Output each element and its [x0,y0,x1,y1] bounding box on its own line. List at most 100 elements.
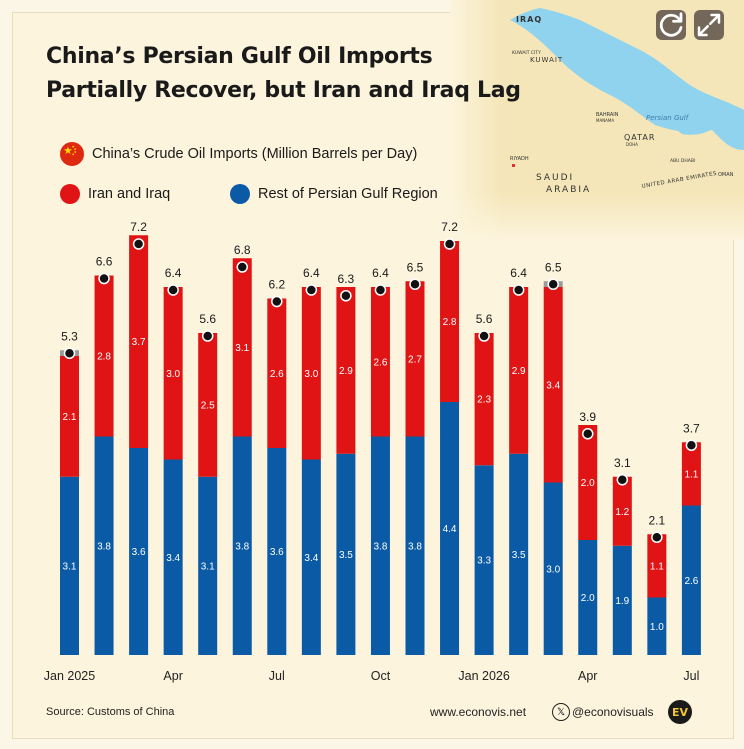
bar-iran-iraq-segment [405,281,425,437]
total-label: 6.2 [268,278,285,292]
x-tick-label: Oct [371,669,391,683]
total-marker [374,284,387,296]
x-tick-label: Jan 2026 [458,669,509,683]
total-marker [409,278,421,290]
iran-iraq-value-label: 3.4 [546,380,560,391]
map-label-doha: DOHA [626,142,638,147]
bar-iran-iraq-segment [681,442,701,506]
expand-icon [697,13,721,37]
bar-rest-segment [301,459,321,655]
refresh-button[interactable] [656,10,686,40]
bar-iran-iraq-segment [612,476,632,546]
bar-rest-segment [647,597,667,655]
website-link[interactable]: www.econovis.net [430,705,527,719]
bar-rest-segment [681,505,701,655]
iran-iraq-value-label: 2.6 [373,357,387,368]
rest-value-label: 3.4 [304,553,318,564]
bar-iran-iraq-segment [578,425,598,540]
x-tick-label: Jan 2025 [44,669,95,683]
iran-iraq-value-label: 2.6 [270,369,284,380]
total-label: 6.5 [407,260,424,274]
bar-rest-segment [94,436,114,655]
rest-value-label: 3.8 [97,541,111,552]
legend-rest: Rest of Persian Gulf Region [230,184,438,204]
bar-iran-iraq-segment [60,356,79,477]
total-label: 7.2 [130,220,147,234]
bar-rest-segment [60,476,79,655]
legend-label-rest: Rest of Persian Gulf Region [258,186,438,202]
rest-value-label: 3.1 [63,561,77,572]
bar-rest-segment [612,545,632,655]
bar-iran-iraq-segment [370,287,390,437]
total-label: 6.4 [303,266,320,280]
iran-iraq-value-label: 2.7 [408,354,422,365]
china-flag-icon [60,142,84,166]
bar-rest-segment [578,540,598,655]
bar-rest-segment [405,436,425,655]
rest-value-label: 3.8 [408,541,422,552]
total-marker [651,531,663,543]
total-label: 6.6 [96,255,113,269]
bar-rest-segment [163,459,183,655]
map-label-arabia: ARABIA [546,185,591,195]
total-marker [98,272,110,285]
chart-title-line1: China’s Persian Gulf Oil Imports [46,44,433,69]
persian-gulf-map: IRAQ KUWAIT KUWAIT CITY BAHRAIN MANAMA Q… [450,0,744,240]
rest-value-label: 3.4 [166,553,180,564]
rest-value-label: 1.0 [650,622,664,633]
social-handle[interactable]: @econovisuals [572,705,654,719]
iran-iraq-value-label: 2.3 [477,395,491,406]
total-marker [547,278,559,290]
iran-iraq-value-label: 3.7 [132,337,146,348]
bar-rest-segment [232,436,252,655]
bar-iran-iraq-segment [267,298,287,448]
bar-rest-segment [198,476,218,655]
bar-iran-iraq-segment [129,235,149,448]
iran-iraq-value-label: 3.0 [166,369,180,380]
total-label: 5.6 [476,312,493,326]
iran-iraq-value-label: 3.0 [304,369,318,380]
total-label: 6.4 [165,266,182,280]
total-marker [167,284,179,296]
total-marker [478,330,490,342]
bar-rest-segment [267,448,287,655]
iran-iraq-value-label: 3.1 [235,343,249,354]
map-label-bahrain: BAHRAIN [596,112,619,118]
total-label: 7.2 [441,220,458,234]
x-logo-icon: 𝕏 [552,703,570,721]
expand-button[interactable] [694,10,724,40]
rest-value-label: 2.6 [684,576,698,587]
rest-value-label: 3.8 [373,541,387,552]
iran-iraq-value-label: 2.5 [201,400,215,411]
total-marker [63,347,76,359]
total-marker [132,238,145,250]
iran-iraq-value-label: 2.0 [581,478,595,489]
total-marker [305,284,318,296]
iran-iraq-value-label: 1.1 [650,561,664,572]
map-label-kuwait: KUWAIT [530,56,563,64]
bar-rest-segment [474,465,494,655]
map-label-kuwait-city: KUWAIT CITY [512,50,541,56]
bar-iran-iraq-segment [336,287,356,454]
iran-iraq-value-label: 2.9 [339,366,353,377]
x-tick-label: Jul [269,669,285,683]
rest-value-label: 3.0 [546,564,560,575]
bar-rest-segment [509,453,529,655]
legend-label-iran-iraq: Iran and Iraq [88,186,171,202]
total-label: 3.1 [614,456,631,470]
rest-value-label: 1.9 [615,596,629,607]
iran-iraq-value-label: 2.1 [63,412,77,423]
rest-value-label: 3.3 [477,556,491,567]
bar-iran-iraq-segment [474,333,494,466]
total-marker [685,439,698,451]
rest-value-label: 3.5 [339,550,353,561]
bar-iran-iraq-segment [301,287,321,460]
legend-swatch-iran-iraq [60,184,80,204]
bar-iran-iraq-segment [94,275,114,437]
chart-title-line2: Partially Recover, but Iran and Iraq Lag [46,78,521,103]
bar-rest-segment [129,448,149,655]
x-tick-label: Jul [683,669,699,683]
bar-iran-iraq-segment [440,241,460,402]
subtitle-row: China’s Crude Oil Imports (Million Barre… [60,142,417,166]
